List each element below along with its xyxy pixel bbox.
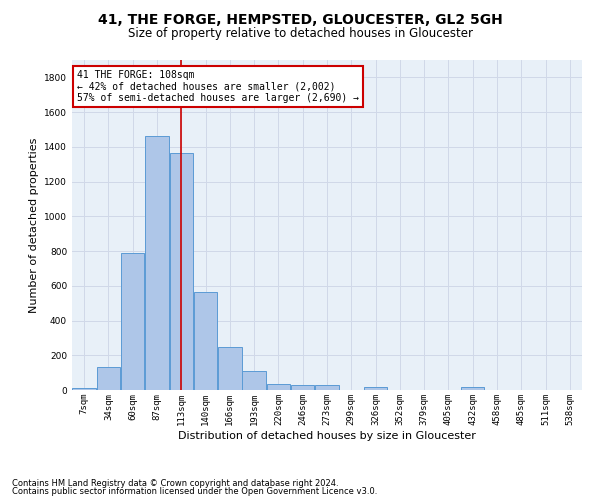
Bar bbox=[97, 368, 120, 390]
Bar bbox=[218, 346, 242, 390]
Y-axis label: Number of detached properties: Number of detached properties bbox=[29, 138, 38, 312]
Bar bbox=[194, 292, 217, 390]
Bar bbox=[315, 385, 339, 390]
Text: 41 THE FORGE: 108sqm
← 42% of detached houses are smaller (2,002)
57% of semi-de: 41 THE FORGE: 108sqm ← 42% of detached h… bbox=[77, 70, 359, 103]
Text: Size of property relative to detached houses in Gloucester: Size of property relative to detached ho… bbox=[128, 28, 473, 40]
Bar bbox=[364, 387, 388, 390]
Text: Contains public sector information licensed under the Open Government Licence v3: Contains public sector information licen… bbox=[12, 487, 377, 496]
Text: 41, THE FORGE, HEMPSTED, GLOUCESTER, GL2 5GH: 41, THE FORGE, HEMPSTED, GLOUCESTER, GL2… bbox=[98, 12, 502, 26]
Bar bbox=[121, 253, 145, 390]
Bar bbox=[73, 388, 96, 390]
Bar bbox=[170, 153, 193, 390]
Bar bbox=[242, 371, 266, 390]
Text: Contains HM Land Registry data © Crown copyright and database right 2024.: Contains HM Land Registry data © Crown c… bbox=[12, 478, 338, 488]
Bar bbox=[145, 136, 169, 390]
Bar bbox=[461, 386, 484, 390]
Bar bbox=[291, 385, 314, 390]
Bar bbox=[266, 384, 290, 390]
X-axis label: Distribution of detached houses by size in Gloucester: Distribution of detached houses by size … bbox=[178, 430, 476, 440]
